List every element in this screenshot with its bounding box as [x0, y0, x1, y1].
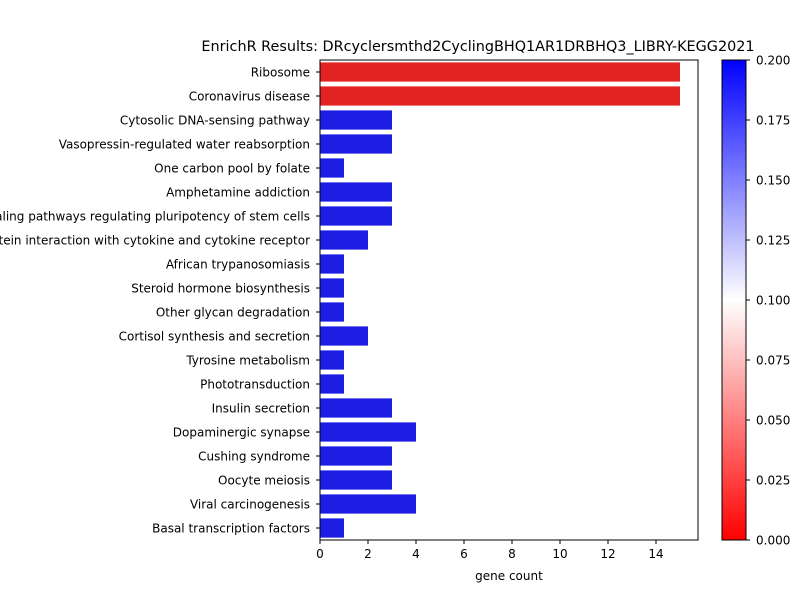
x-tick-label: 10: [552, 547, 567, 561]
colorbar-tick-label: 0.025: [756, 474, 790, 488]
y-tick-label: Phototransduction: [200, 378, 310, 392]
bar: [320, 422, 416, 442]
y-tick-label: One carbon pool by folate: [154, 162, 310, 176]
y-tick-label: Viral carcinogenesis: [190, 498, 310, 512]
y-tick-label: Cortisol synthesis and secretion: [119, 330, 310, 344]
x-tick-label: 6: [460, 547, 468, 561]
x-axis-label: gene count: [475, 569, 543, 583]
y-tick-label: Amphetamine addiction: [166, 186, 310, 200]
colorbar-tick-label: 0.000: [756, 534, 790, 548]
bars-layer: [320, 62, 680, 538]
x-tick-label: 14: [648, 547, 663, 561]
y-tick-label: Cytosolic DNA-sensing pathway: [120, 114, 310, 128]
colorbar-tick-label: 0.175: [756, 114, 790, 128]
y-axis: Ribosome Coronavirus disease Cytosolic DNA…: [0, 66, 320, 536]
bar: [320, 206, 392, 226]
bar: [320, 254, 344, 274]
bar: [320, 278, 344, 298]
bar: [320, 86, 680, 106]
colorbar-axis: 0.000 0.025 0.050 0.075 0.100 0.125 0.150 0.175…: [746, 54, 790, 548]
bar: [320, 470, 392, 490]
bar: [320, 134, 392, 154]
y-tick-label: Signaling pathways regulating pluripoten…: [0, 210, 310, 224]
y-tick-label: Tyrosine metabolism: [185, 354, 310, 368]
y-tick-label: Coronavirus disease: [189, 90, 310, 104]
x-tick-label: 8: [508, 547, 516, 561]
bar: [320, 182, 392, 202]
y-tick-label: Steroid hormone biosynthesis: [131, 282, 310, 296]
colorbar-tick-label: 0.050: [756, 414, 790, 428]
colorbar: [721, 59, 747, 541]
bar: [320, 374, 344, 394]
y-tick-label: Basal transcription factors: [152, 522, 310, 536]
colorbar-tick-label: 0.075: [756, 354, 790, 368]
x-tick-label: 4: [412, 547, 420, 561]
y-tick-label: Dopaminergic synapse: [173, 426, 310, 440]
y-tick-label: African trypanosomiasis: [166, 258, 310, 272]
x-tick-label: 0: [316, 547, 324, 561]
bar: [320, 518, 344, 538]
y-tick-label: Ribosome: [251, 66, 310, 80]
y-tick-label: Cushing syndrome: [198, 450, 310, 464]
x-tick-label: 2: [364, 547, 372, 561]
bar: [320, 110, 392, 130]
bar: [320, 494, 416, 514]
colorbar-tick-label: 0.125: [756, 234, 790, 248]
bar: [320, 230, 368, 250]
x-tick-label: 12: [600, 547, 615, 561]
y-tick-label: Vasopressin-regulated water reabsorption: [59, 138, 310, 152]
y-tick-label: Insulin secretion: [212, 402, 310, 416]
bar: [320, 302, 344, 322]
bar: [320, 446, 392, 466]
x-axis: 0 2 4 6 8 10 12 14: [316, 540, 664, 561]
bar: [320, 62, 680, 82]
y-tick-label: Other glycan degradation: [156, 306, 310, 320]
colorbar-tick-label: 0.100: [756, 294, 790, 308]
colorbar-tick-label: 0.200: [756, 54, 790, 68]
y-tick-label: Viral protein interaction with cytokine …: [0, 234, 310, 248]
bar: [320, 326, 368, 346]
plot-frame: [319, 59, 699, 541]
bar: [320, 398, 392, 418]
colorbar-tick-label: 0.150: [756, 174, 790, 188]
chart-title: EnrichR Results: DRcyclersmthd2CyclingBH…: [201, 39, 754, 55]
bar: [320, 158, 344, 178]
y-tick-label: Oocyte meiosis: [218, 474, 310, 488]
bar: [320, 350, 344, 370]
